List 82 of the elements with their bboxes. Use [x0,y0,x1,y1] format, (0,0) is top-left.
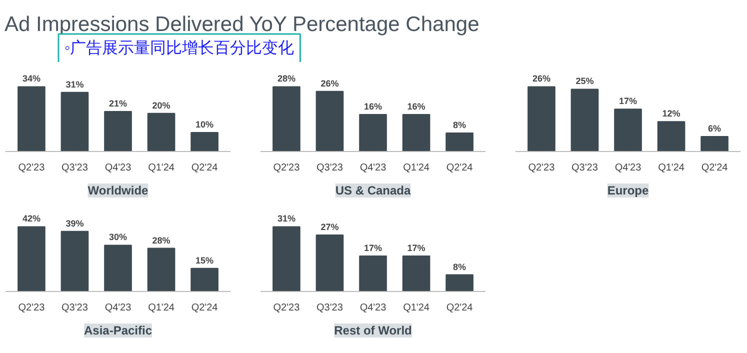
bar [272,86,300,152]
data-label: 28% [152,235,170,246]
x-tick-label: Q3'23 [316,162,344,174]
bar [104,110,132,152]
x-tick-label: Q1'24 [148,162,175,174]
x-tick-label: Q2'24 [446,302,474,314]
bar [18,86,46,152]
x-tick-label: Q1'24 [148,302,175,314]
bar [446,132,474,152]
x-tick-label: Q2'23 [18,302,46,314]
data-label: 26% [532,74,550,84]
data-label: 16% [364,101,382,112]
data-label: 42% [22,214,40,224]
x-tick-label: Q2'24 [701,162,728,174]
data-label: 12% [662,108,680,119]
x-tick-label: Q1'24 [658,162,685,174]
bar [147,248,176,292]
x-tick-label: Q2'23 [273,302,300,314]
x-tick-label: Q3'23 [62,302,88,314]
bar [190,268,218,292]
bar [272,226,300,292]
x-tick-label: Q3'23 [572,162,598,174]
data-label: 26% [320,78,339,88]
x-tick-label: Q2'23 [18,162,46,174]
bar [104,244,132,292]
x-axis-title: Rest of World [334,324,412,338]
data-label: 17% [407,242,426,253]
x-tick-label: Q1'24 [403,162,430,174]
x-tick-label: Q4'23 [104,302,132,314]
data-label: 17% [618,96,638,106]
data-label: 10% [196,119,214,130]
data-label: 21% [108,98,128,108]
x-tick-label: Q2'24 [191,302,218,314]
x-tick-label: Q2'24 [191,162,218,174]
data-label: 31% [66,79,84,90]
bar [570,88,599,152]
bar [402,255,430,292]
bar [147,112,176,152]
bar [446,274,474,292]
bar [190,132,218,152]
data-label: 28% [277,74,296,84]
bar [359,255,387,292]
bar [60,230,89,292]
x-axis-title: Asia-Pacific [84,324,152,338]
data-label: 20% [152,100,170,110]
bar [402,114,430,152]
data-label: 16% [407,101,426,112]
x-tick-label: Q3'23 [316,302,344,314]
bar [316,90,344,152]
x-axis-title: US & Canada [335,184,411,198]
bar [316,234,344,292]
data-label: 27% [320,222,339,232]
bar [614,108,642,152]
bar [60,92,89,152]
bar [359,114,387,152]
bar [528,86,556,152]
text: ◦广告展示量同比增长百分比变化 [64,39,294,57]
text: Ad Impressions Delivered YoY Percentage Change [4,13,480,36]
x-tick-label: Q2'24 [446,162,474,174]
data-label: 17% [364,242,382,253]
x-axis-title: Worldwide [88,184,149,198]
data-label: 8% [453,120,466,130]
data-label: 15% [196,255,214,266]
data-label: 31% [277,214,296,224]
data-label: 39% [66,218,84,228]
x-tick-label: Q4'23 [360,302,387,314]
x-tick-label: Q4'23 [614,162,642,174]
x-tick-label: Q1'24 [403,302,430,314]
x-tick-label: Q4'23 [104,162,132,174]
x-tick-label: Q4'23 [360,162,387,174]
data-label: 25% [576,76,594,86]
data-label: 34% [22,74,40,84]
x-tick-label: Q2'23 [273,162,300,174]
x-axis-title: Europe [607,184,649,198]
x-tick-label: Q2'23 [528,162,556,174]
data-label: 6% [708,124,722,134]
bar [657,121,686,152]
data-label: 30% [108,232,128,242]
bar [18,226,46,292]
bar [700,136,728,152]
x-tick-label: Q3'23 [62,162,88,174]
data-label: 8% [453,262,466,272]
